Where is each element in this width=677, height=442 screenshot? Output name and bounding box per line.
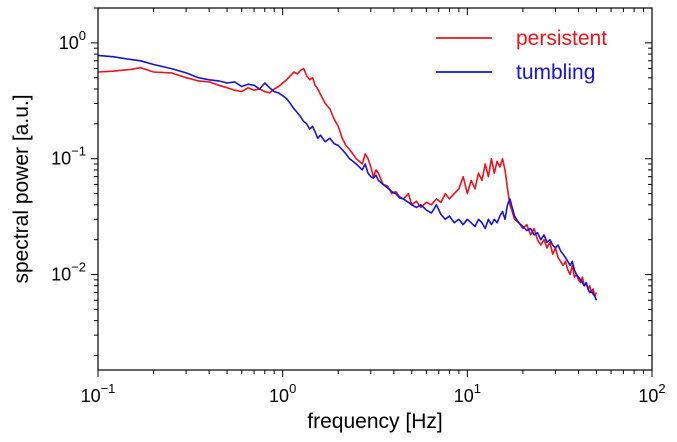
legend: persistent tumbling (436, 27, 607, 84)
legend-label-persistent: persistent (516, 27, 607, 50)
legend-label-tumbling: tumbling (516, 61, 595, 84)
x-tick-label: 102 (638, 381, 665, 406)
x-tick-label: 100 (269, 381, 296, 406)
plot-lines (97, 54, 598, 301)
x-axis-label: frequency [Hz] (307, 410, 442, 433)
axis-ticks: 10−1 100 101 102 10−2 10−1 100 (51, 7, 666, 406)
series-line-persistent (97, 66, 598, 298)
x-tick-label: 10−1 (81, 381, 116, 406)
axes-frame (97, 7, 653, 371)
series-line-tumbling (97, 54, 598, 301)
y-tick-label: 10−2 (51, 260, 86, 285)
x-tick-label: 101 (454, 381, 481, 406)
y-tick-label: 100 (59, 28, 86, 53)
y-tick-label: 10−1 (51, 144, 86, 169)
y-axis-label: spectral power [a.u.] (10, 94, 33, 283)
